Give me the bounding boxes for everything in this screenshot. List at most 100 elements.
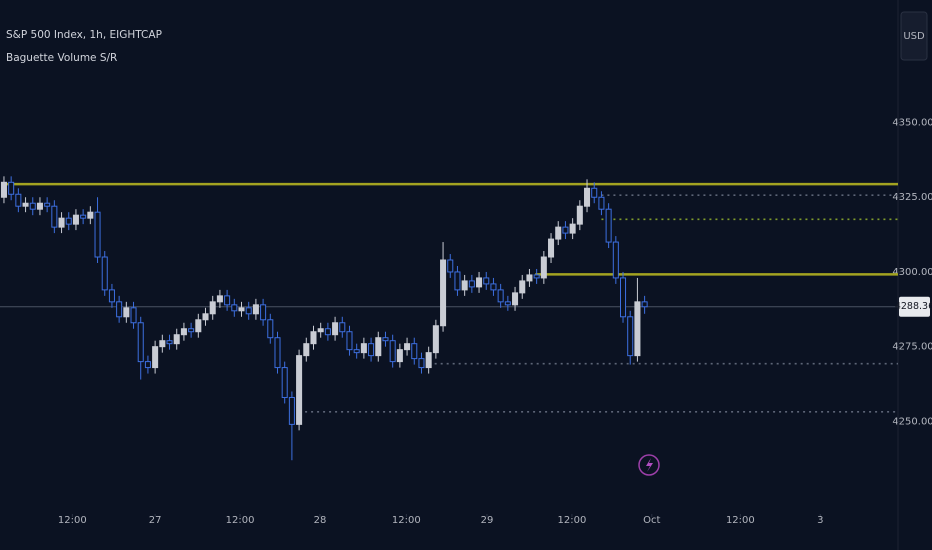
candle-body [94,211,101,258]
candle-body [166,340,173,345]
candle-body [598,196,605,210]
x-tick-label: 12:00 [226,515,255,526]
candle-body [576,205,583,225]
candle-body [432,325,439,354]
candle-body [260,304,267,321]
candle-body [353,349,360,354]
candle-body [44,202,51,207]
y-tick-label: 4350.00 [892,118,932,129]
candle-body [188,328,195,333]
chart-title: S&P 500 Index, 1h, EIGHTCAP [6,29,162,41]
candle-body [267,319,274,339]
candle-body [274,337,281,369]
candle-body [339,322,346,333]
x-tick-label: 12:00 [557,515,586,526]
candle-body [180,328,187,336]
candle-body [346,331,353,351]
y-tick-label: 4250.00 [892,416,932,427]
candle-body [461,280,468,291]
candle-body [612,241,619,279]
candle-body [425,352,432,369]
candle-body [224,295,231,306]
candle-body [231,304,238,312]
candle-body [80,214,87,219]
x-tick-label: 12:00 [392,515,421,526]
candle-body [101,256,108,291]
candle-body [296,355,303,425]
candle-body [288,396,295,425]
candle-body [411,343,418,360]
last-price-box [899,296,930,317]
x-tick-label: 29 [481,515,494,526]
candle-body [152,346,159,369]
candle-body [440,259,447,327]
candle-body [497,289,504,303]
candle-body [584,187,591,207]
candle-body [512,292,519,306]
candle-body [591,187,598,198]
candle-body [51,205,58,228]
x-tick-label: 12:00 [58,515,87,526]
candle-body [123,307,130,318]
candle-body [540,256,547,279]
candle-body [468,280,475,288]
indicator-name: Baguette Volume S/R [6,52,117,64]
candle-body [87,211,94,219]
y-tick-label: 4300.00 [892,267,932,278]
candle-body [375,337,382,357]
candle-body [569,223,576,234]
candle-body [58,217,65,228]
candle-body [29,202,36,210]
candle-body [65,217,72,225]
candle-body [389,340,396,363]
candle-body [519,280,526,294]
candle-body [447,259,454,273]
candle-body [476,277,483,288]
candle-body [504,301,511,306]
candle-body [368,343,375,357]
currency-button[interactable] [900,11,928,61]
candle-body [159,340,166,348]
candle-body [202,313,209,321]
candle-body [483,277,490,285]
candle-body [641,301,648,308]
candle-body [620,277,627,318]
candle-body [418,358,425,369]
candle-body [627,316,634,357]
candle-body [555,226,562,240]
candle-body [332,322,339,336]
candle-body [454,271,461,291]
y-tick-label: 4325.00 [892,192,932,203]
x-tick-label: 28 [314,515,327,526]
candle-body [15,193,22,207]
candle-body [209,301,216,315]
candle-body [22,202,29,207]
candle-body [404,343,411,351]
candle-body [533,274,540,279]
candle-body [0,181,7,198]
x-tick-label: 27 [149,515,162,526]
candle-body [245,307,252,315]
candle-body [548,238,555,258]
candle-body [8,181,15,195]
candle-body [303,343,310,357]
candle-body [526,274,533,282]
candle-body [317,328,324,333]
candle-body [137,322,144,363]
y-tick-label: 4275.00 [892,342,932,353]
event-icon[interactable] [638,454,660,476]
candle-body [324,328,331,336]
candle-body [562,226,569,234]
candle-body [195,319,202,333]
candle-body [634,301,641,357]
candle-body [173,334,180,345]
candle-body [490,283,497,291]
event-bolt [646,458,653,472]
candle-body [144,361,151,369]
x-tick-label: 12:00 [726,515,755,526]
currency-label[interactable]: USD [903,31,925,42]
candle-body [382,337,389,342]
candle-body [396,349,403,363]
candle-body [605,208,612,243]
